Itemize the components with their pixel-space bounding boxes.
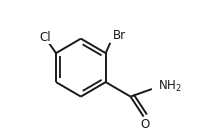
Text: NH$_2$: NH$_2$: [158, 79, 182, 95]
Text: Br: Br: [113, 29, 126, 42]
Text: O: O: [140, 118, 150, 131]
Text: Cl: Cl: [39, 31, 51, 44]
